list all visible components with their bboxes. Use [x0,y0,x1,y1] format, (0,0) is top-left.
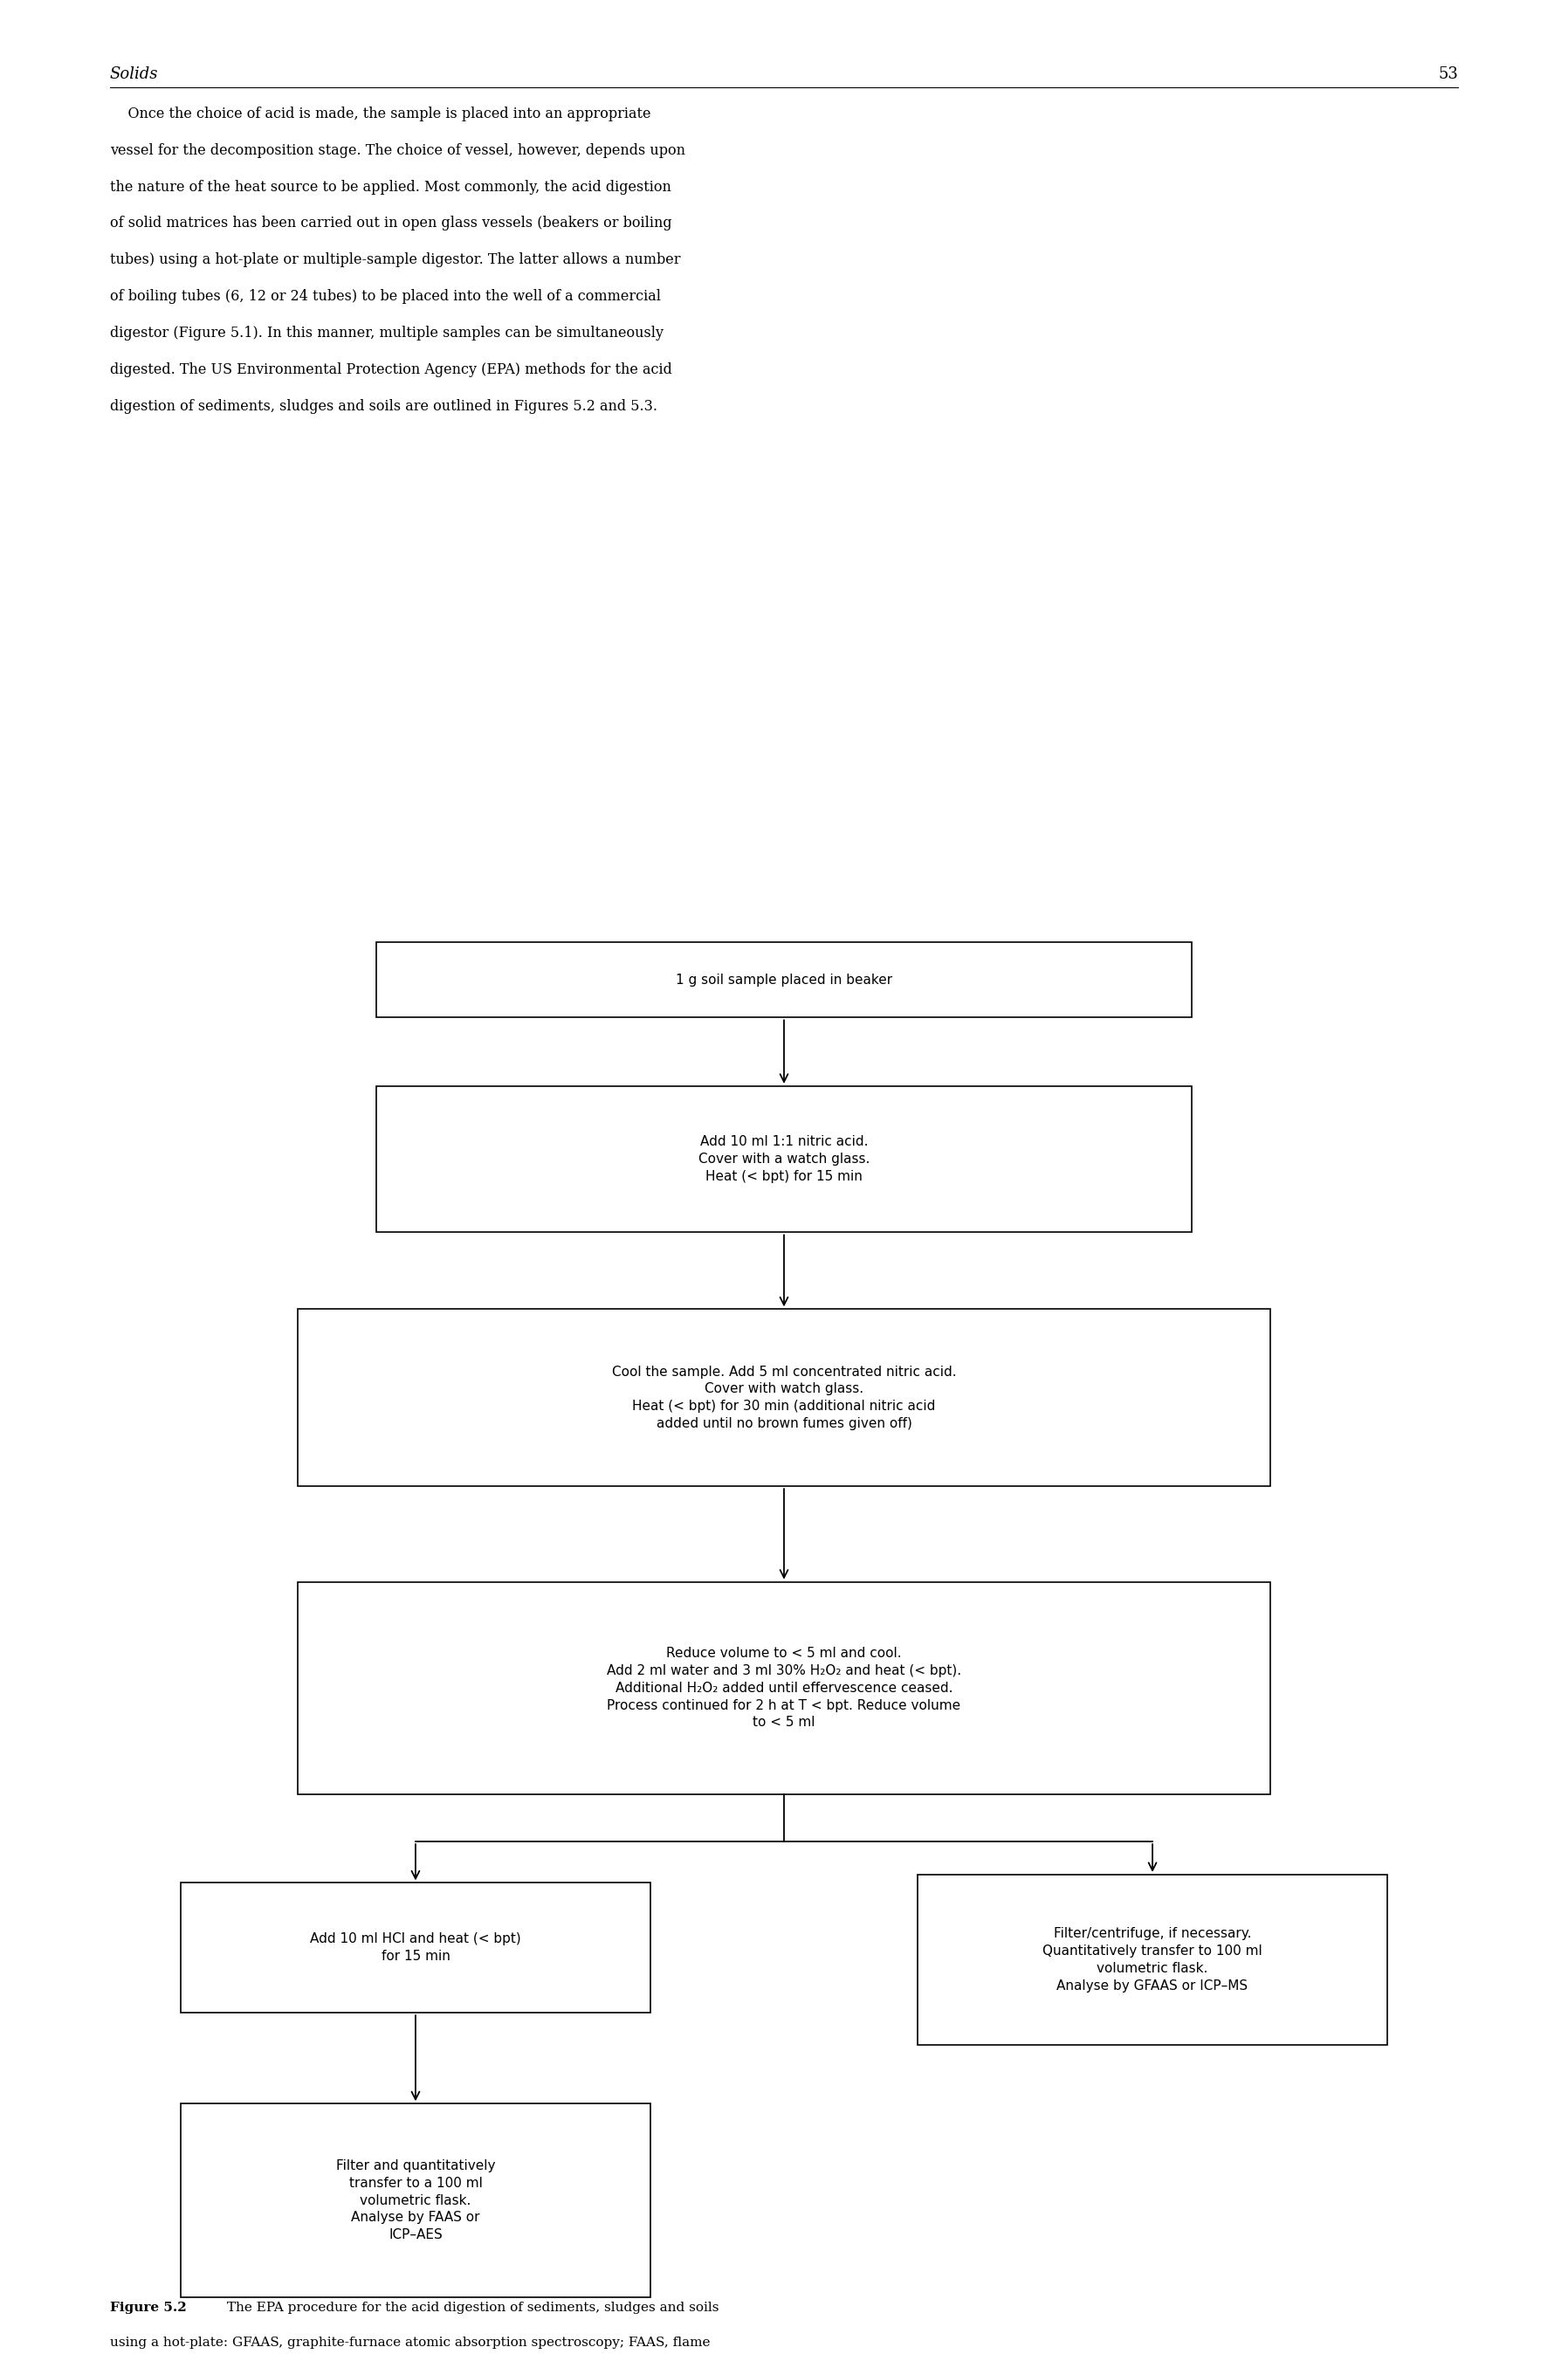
Text: of solid matrices has been carried out in open glass vessels (beakers or boiling: of solid matrices has been carried out i… [110,217,671,231]
Text: vessel for the decomposition stage. The choice of vessel, however, depends upon: vessel for the decomposition stage. The … [110,144,685,158]
Text: Reduce volume to < 5 ml and cool.
Add 2 ml water and 3 ml 30% H₂O₂ and heat (< b: Reduce volume to < 5 ml and cool. Add 2 … [607,1648,961,1728]
Text: the nature of the heat source to be applied. Most commonly, the acid digestion: the nature of the heat source to be appl… [110,179,671,194]
Text: Once the choice of acid is made, the sample is placed into an appropriate: Once the choice of acid is made, the sam… [110,106,651,120]
Text: using a hot-plate: GFAAS, graphite-furnace atomic absorption spectroscopy; FAAS,: using a hot-plate: GFAAS, graphite-furna… [110,2337,710,2349]
Text: Add 10 ml 1:1 nitric acid.
Cover with a watch glass.
Heat (< bpt) for 15 min: Add 10 ml 1:1 nitric acid. Cover with a … [698,1136,870,1183]
Bar [376,1086,1192,1232]
Text: Filter and quantitatively
transfer to a 100 ml
volumetric flask.
Analyse by FAAS: Filter and quantitatively transfer to a … [336,2160,495,2241]
Text: Solids: Solids [110,66,158,83]
Bar [917,1875,1388,2045]
Bar [180,2104,651,2297]
Bar [298,1308,1270,1487]
Text: digestor (Figure 5.1). In this manner, multiple samples can be simultaneously: digestor (Figure 5.1). In this manner, m… [110,326,663,340]
Text: Figure 5.2: Figure 5.2 [110,2302,187,2314]
Text: Add 10 ml HCl and heat (< bpt)
for 15 min: Add 10 ml HCl and heat (< bpt) for 15 mi… [310,1934,521,1962]
Text: 53: 53 [1438,66,1458,83]
Text: Cool the sample. Add 5 ml concentrated nitric acid.
Cover with watch glass.
Heat: Cool the sample. Add 5 ml concentrated n… [612,1365,956,1431]
Text: digestion of sediments, sludges and soils are outlined in Figures 5.2 and 5.3.: digestion of sediments, sludges and soil… [110,399,657,413]
Bar [298,1582,1270,1794]
Text: 1 g soil sample placed in beaker: 1 g soil sample placed in beaker [676,973,892,987]
Text: tubes) using a hot-plate or multiple-sample digestor. The latter allows a number: tubes) using a hot-plate or multiple-sam… [110,253,681,267]
Text: Filter/centrifuge, if necessary.
Quantitatively transfer to 100 ml
volumetric fl: Filter/centrifuge, if necessary. Quantit… [1043,1927,1262,1993]
Text: digested. The US Environmental Protection Agency (EPA) methods for the acid: digested. The US Environmental Protectio… [110,364,673,378]
Bar [376,942,1192,1018]
Text: The EPA procedure for the acid digestion of sediments, sludges and soils: The EPA procedure for the acid digestion… [223,2302,720,2314]
Bar [180,1884,651,2012]
Text: of boiling tubes (6, 12 or 24 tubes) to be placed into the well of a commercial: of boiling tubes (6, 12 or 24 tubes) to … [110,290,660,305]
